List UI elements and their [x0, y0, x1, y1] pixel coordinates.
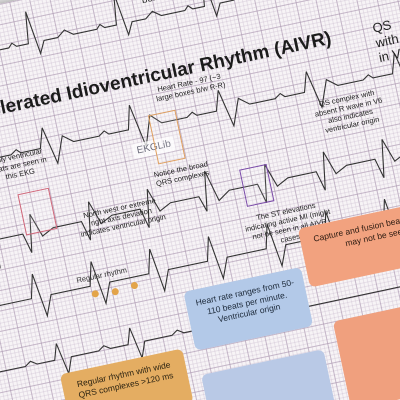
ecg-strip-1 [0, 0, 400, 75]
ecg-strip-2 [0, 52, 400, 184]
ecg-strip-3 [0, 126, 400, 266]
card-blue-lower [201, 349, 340, 400]
